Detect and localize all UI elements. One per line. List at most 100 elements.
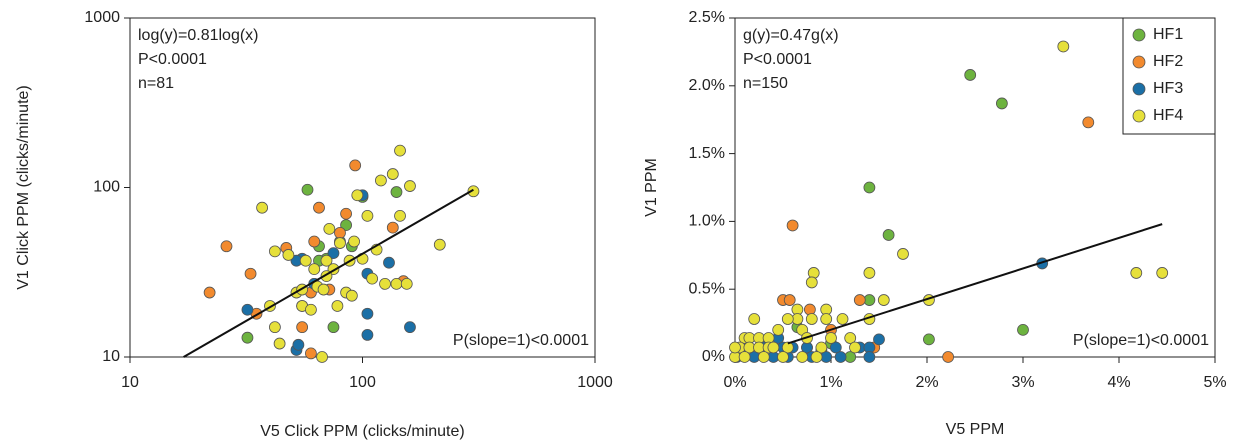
point: [244, 267, 257, 280]
y-tick-label: 0%: [702, 348, 725, 365]
point: [394, 209, 406, 222]
point: [729, 341, 741, 354]
annotation: n=81: [138, 75, 174, 92]
point: [807, 267, 820, 279]
point: [803, 303, 816, 316]
point: [1057, 40, 1070, 53]
annotation: P<0.0001: [138, 51, 207, 68]
y-tick-label: 1.0%: [689, 213, 725, 230]
point: [308, 263, 321, 276]
point: [320, 254, 333, 267]
point: [1130, 267, 1143, 279]
x-axis-label: V5 PPM: [946, 421, 1005, 438]
point: [796, 351, 809, 363]
point: [327, 247, 340, 260]
point: [366, 272, 379, 285]
fit-line: [183, 188, 474, 358]
point: [829, 341, 842, 354]
point: [772, 323, 785, 336]
point: [873, 333, 885, 346]
point: [390, 277, 403, 290]
point: [964, 69, 977, 81]
y-axis-label: V1 PPM: [643, 158, 660, 217]
point: [349, 159, 362, 172]
point: [400, 277, 413, 290]
legend-swatch: [1132, 55, 1146, 69]
point: [783, 294, 796, 306]
point: [361, 329, 374, 341]
point: [327, 321, 340, 334]
legend-label: HF2: [1153, 53, 1183, 70]
point: [348, 235, 360, 248]
point: [301, 183, 314, 196]
legend-swatch: [1132, 28, 1146, 42]
y-tick-label: 1.5%: [689, 145, 725, 162]
point: [394, 144, 406, 157]
point: [995, 97, 1008, 110]
y-tick-label: 2.5%: [689, 9, 725, 26]
point: [767, 341, 780, 354]
point: [273, 337, 286, 350]
legend-box: [1122, 17, 1216, 135]
plot-frame: [734, 17, 1216, 358]
point: [256, 201, 269, 214]
legend-swatch: [1132, 82, 1146, 96]
point: [777, 351, 789, 363]
point: [383, 256, 395, 269]
x-tick-label: 3%: [1011, 374, 1034, 391]
x-axis-label: V5 Click PPM (clicks/minute): [260, 423, 464, 440]
x-tick-label: 10: [121, 374, 139, 391]
point: [834, 351, 847, 363]
point: [863, 351, 876, 363]
legend-swatch: [1132, 109, 1146, 123]
point: [863, 181, 876, 194]
x-tick-label: 1%: [819, 374, 842, 391]
point: [863, 267, 876, 279]
point: [853, 294, 866, 306]
point: [334, 237, 346, 249]
point: [316, 351, 328, 363]
point: [361, 307, 374, 320]
point: [313, 201, 325, 214]
annotation: log(y)=0.81log(x): [138, 27, 259, 44]
point: [467, 185, 480, 198]
point: [203, 286, 216, 299]
y-tick-label: 100: [93, 179, 120, 196]
point: [241, 303, 254, 316]
point: [877, 294, 890, 306]
point: [815, 341, 828, 354]
point: [282, 249, 295, 261]
slope-note: P(slope=1)<0.0001: [453, 332, 589, 349]
legend-label: HF4: [1153, 107, 1183, 124]
point: [805, 276, 818, 289]
legend-label: HF3: [1153, 80, 1183, 97]
point: [269, 245, 281, 258]
point: [220, 240, 233, 253]
point: [820, 313, 833, 325]
point: [386, 221, 399, 234]
point: [404, 180, 416, 192]
point: [299, 254, 312, 267]
y-tick-label: 10: [102, 348, 120, 365]
point: [404, 321, 416, 334]
point: [786, 219, 799, 232]
point: [375, 174, 387, 187]
point: [805, 313, 818, 325]
slope-note: P(slope=1)<0.0001: [1073, 332, 1209, 349]
point: [308, 235, 321, 248]
point: [292, 338, 305, 351]
point: [361, 209, 374, 222]
y-tick-label: 1000: [84, 9, 120, 26]
point: [296, 321, 309, 334]
x-tick-label: 4%: [1107, 374, 1130, 391]
point: [317, 283, 330, 296]
point: [351, 189, 364, 202]
plot-frame: [129, 17, 596, 358]
y-axis-label: V1 Click PPM (clicks/minute): [15, 85, 32, 289]
annotation: n=150: [743, 75, 788, 92]
fit-line: [787, 223, 1163, 345]
point: [923, 333, 935, 346]
point: [390, 186, 403, 198]
point: [340, 207, 352, 220]
